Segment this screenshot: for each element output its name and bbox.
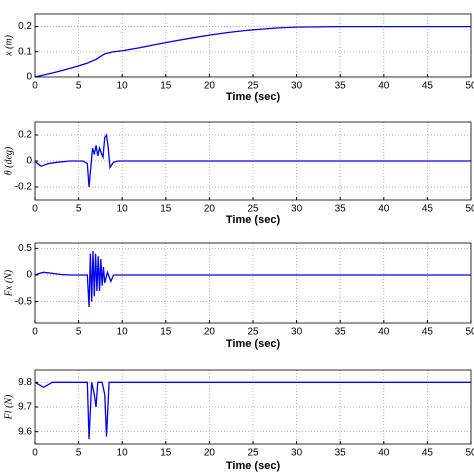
x-tick-label: 15 (160, 448, 172, 459)
x-tick-label: 25 (247, 327, 259, 338)
y-tick-label: 0.2 (18, 130, 32, 141)
x-tick-label: 5 (76, 204, 82, 215)
x-tick-label: 30 (291, 448, 303, 459)
y-tick-label: -0.5 (15, 296, 33, 307)
data-line (34, 381, 471, 440)
x-tick-label: 5 (76, 448, 82, 459)
x-tick-label: 40 (378, 204, 390, 215)
x-tick-label: 15 (160, 81, 172, 92)
x-tick-label: 20 (204, 204, 216, 215)
x-tick-label: 35 (335, 448, 347, 459)
x-tick-label: 35 (335, 204, 347, 215)
x-tick-label: 0 (32, 204, 38, 215)
x-axis-label: Time (sec) (226, 338, 281, 350)
x-tick-label: 10 (117, 327, 129, 338)
x-tick-label: 45 (422, 81, 434, 92)
x-tick-label: 20 (204, 448, 216, 459)
y-tick-label: 0.2 (18, 21, 32, 32)
x-tick-label: 25 (247, 81, 259, 92)
x-axis-label: Time (sec) (226, 91, 281, 103)
x-tick-label: 10 (117, 81, 129, 92)
x-tick-label: 45 (422, 448, 434, 459)
plot-frame (34, 121, 472, 201)
x-tick-label: 0 (32, 327, 38, 338)
plot-frame (34, 13, 472, 78)
data-line (34, 133, 471, 188)
x-tick-label: 5 (76, 81, 82, 92)
x-tick-label: 0 (32, 81, 38, 92)
x-tick-label: 5 (76, 327, 82, 338)
x-tick-label: 35 (335, 81, 347, 92)
y-axis-label: Fx (N) (3, 269, 14, 297)
x-tick-label: 20 (204, 327, 216, 338)
y-axis-label: x (m) (3, 34, 14, 56)
plot-frame (34, 369, 472, 445)
x-tick-label: 20 (204, 81, 216, 92)
y-tick-label: 0 (26, 72, 32, 83)
x-tick-label: 50 (465, 448, 474, 459)
x-tick-label: 50 (465, 327, 474, 338)
y-tick-label: -0.2 (15, 182, 33, 193)
x-tick-label: 25 (247, 204, 259, 215)
x-tick-label: 30 (291, 81, 303, 92)
y-tick-label: 0.5 (18, 243, 32, 254)
x-tick-label: 15 (160, 204, 172, 215)
x-tick-label: 25 (247, 448, 259, 459)
y-tick-label: 9.8 (18, 377, 32, 388)
x-tick-label: 10 (117, 448, 129, 459)
x-tick-label: 50 (465, 81, 474, 92)
data-line (34, 250, 471, 308)
x-tick-label: 35 (335, 327, 347, 338)
y-tick-label: 9.6 (18, 426, 32, 437)
y-axis-label: Fl (N) (3, 394, 14, 420)
x-tick-label: 45 (422, 204, 434, 215)
x-tick-label: 15 (160, 327, 172, 338)
x-tick-label: 30 (291, 204, 303, 215)
y-tick-label: 0 (26, 156, 32, 167)
y-axis-label: θ (deg) (3, 146, 14, 175)
y-tick-label: 0.1 (18, 46, 32, 57)
plot-area (35, 14, 471, 77)
x-tick-label: 10 (117, 204, 129, 215)
y-tick-label: 9.7 (18, 402, 32, 413)
x-axis-label: Time (sec) (226, 460, 281, 472)
x-tick-label: 40 (378, 448, 390, 459)
x-tick-label: 30 (291, 327, 303, 338)
x-tick-label: 50 (465, 204, 474, 215)
x-axis-label: Time (sec) (226, 214, 281, 226)
x-tick-label: 0 (32, 448, 38, 459)
plot-frame (34, 242, 472, 324)
x-tick-label: 40 (378, 81, 390, 92)
data-line (34, 25, 471, 78)
x-tick-label: 45 (422, 327, 434, 338)
y-tick-label: 0 (26, 270, 32, 281)
x-tick-label: 40 (378, 327, 390, 338)
